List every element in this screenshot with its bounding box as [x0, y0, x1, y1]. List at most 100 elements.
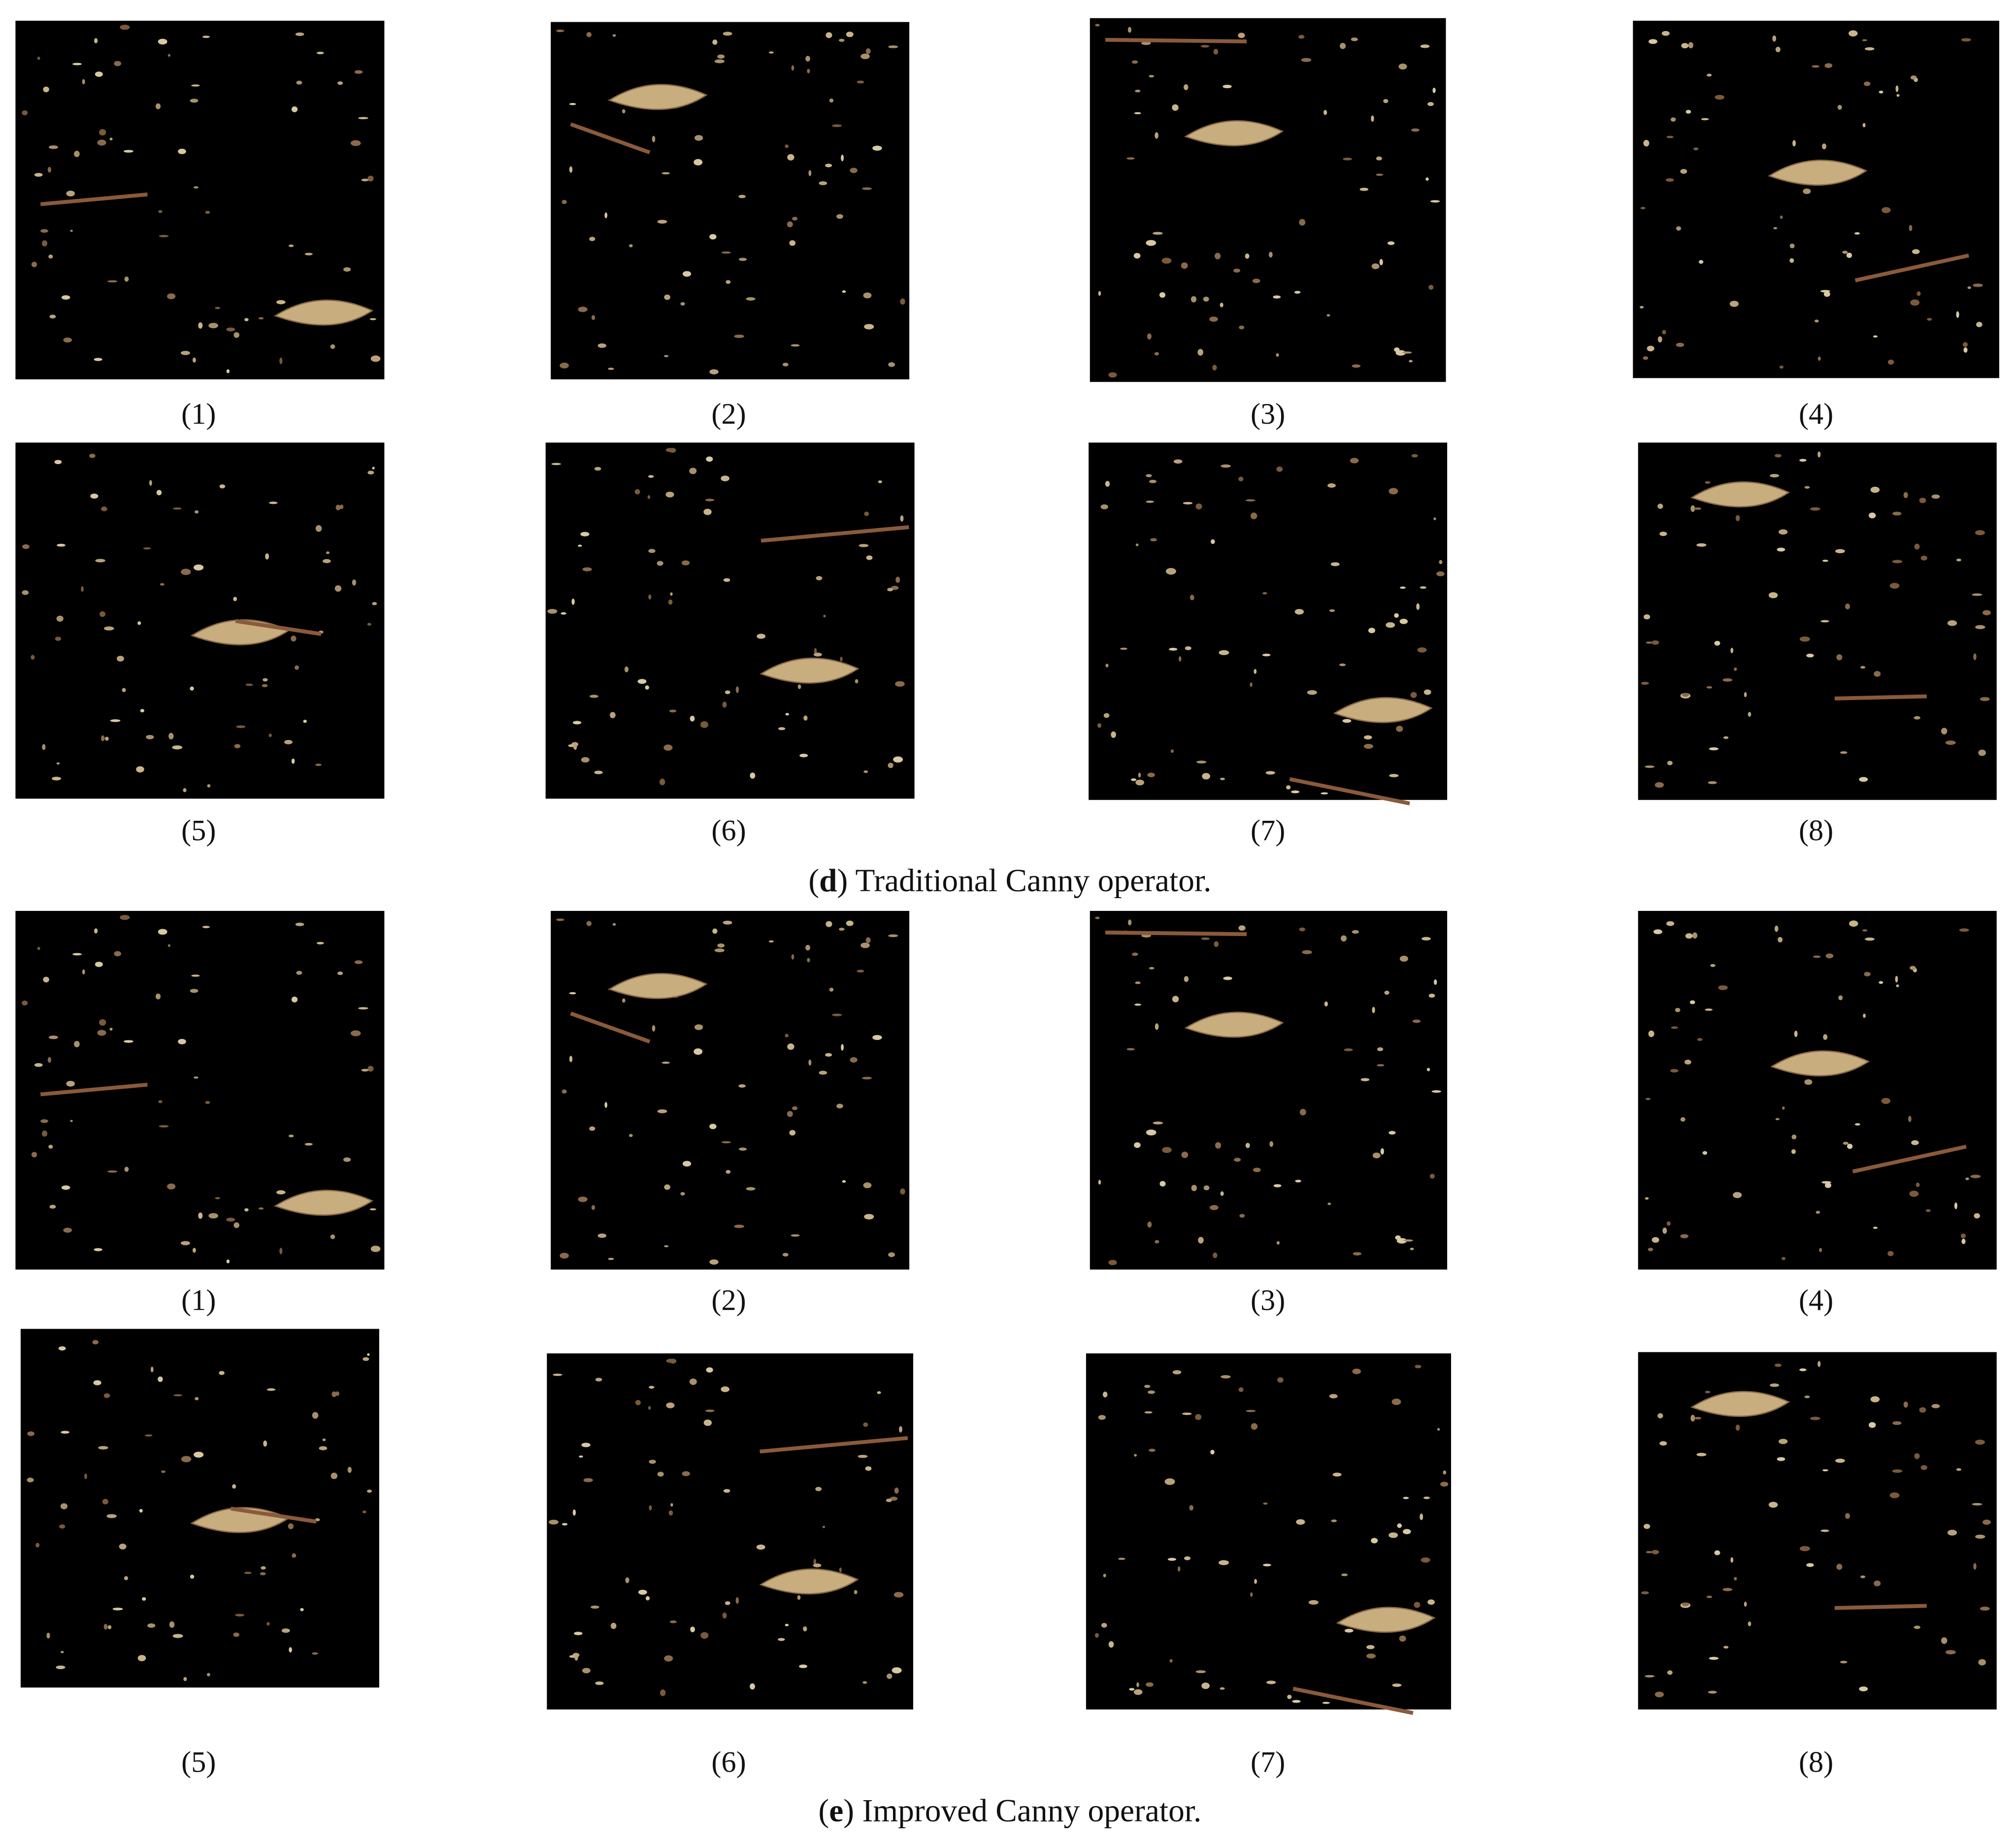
debris — [1212, 365, 1217, 370]
debris — [160, 583, 165, 586]
debris — [665, 448, 675, 452]
debris — [1184, 1556, 1191, 1561]
debris — [1947, 620, 1957, 626]
debris — [104, 626, 114, 631]
image-panel — [1089, 442, 1448, 805]
debris — [1403, 1497, 1409, 1499]
debris — [649, 1459, 656, 1464]
debris — [647, 495, 651, 499]
debris — [872, 145, 882, 151]
debris — [1702, 1151, 1708, 1155]
debris — [562, 1523, 568, 1526]
debris — [1273, 295, 1281, 299]
caption-open: ( — [808, 863, 819, 899]
debris — [59, 1524, 66, 1529]
debris — [258, 1207, 264, 1210]
debris — [158, 1100, 163, 1104]
debris — [1768, 592, 1778, 599]
debris — [1366, 1653, 1376, 1659]
debris — [107, 280, 118, 283]
debris — [1276, 353, 1279, 357]
debris — [1210, 1205, 1219, 1210]
debris — [1689, 1000, 1695, 1005]
debris — [1791, 1149, 1796, 1154]
debris — [560, 363, 569, 369]
debris — [842, 1180, 846, 1183]
debris — [1680, 168, 1687, 174]
debris — [288, 1135, 294, 1138]
debris — [1690, 505, 1695, 512]
debris — [1245, 1142, 1250, 1148]
debris — [198, 322, 203, 329]
debris — [1654, 782, 1664, 788]
debris — [1662, 1227, 1667, 1234]
debris — [841, 154, 844, 162]
debris — [1975, 530, 1985, 536]
debris — [103, 1393, 110, 1398]
debris — [836, 1104, 843, 1108]
debris — [1945, 740, 1956, 745]
debris — [1103, 1574, 1106, 1577]
debris — [370, 355, 381, 362]
debris — [562, 1089, 567, 1094]
debris — [1135, 981, 1141, 984]
debris — [669, 1620, 677, 1623]
debris — [147, 1623, 156, 1628]
debris — [839, 1567, 842, 1573]
debris — [1810, 507, 1820, 511]
debris — [265, 553, 269, 560]
debris — [572, 1509, 576, 1516]
debris — [1859, 777, 1868, 782]
debris — [682, 1471, 690, 1476]
debris — [1412, 1019, 1421, 1023]
debris — [681, 560, 690, 566]
debris — [1804, 1395, 1810, 1399]
debris — [27, 1431, 35, 1436]
debris — [110, 719, 121, 722]
debris — [722, 702, 727, 708]
debris — [1847, 1143, 1853, 1149]
debris — [101, 735, 105, 741]
debris — [326, 551, 330, 554]
debris — [664, 1655, 673, 1662]
stick — [1834, 694, 1927, 701]
debris — [1146, 474, 1152, 477]
debris — [1843, 1141, 1849, 1145]
debris — [99, 1019, 106, 1026]
debris — [1646, 641, 1652, 644]
debris — [1972, 593, 1983, 596]
debris — [1693, 147, 1699, 151]
debris — [1701, 118, 1709, 121]
debris — [74, 1040, 80, 1047]
debris — [1388, 488, 1398, 495]
debris — [1659, 532, 1667, 537]
stick — [1292, 1686, 1414, 1715]
debris — [181, 569, 191, 575]
debris — [1823, 1034, 1828, 1040]
debris — [573, 743, 577, 750]
debris — [1129, 1688, 1135, 1691]
debris — [1254, 1578, 1257, 1584]
debris — [1134, 1454, 1137, 1457]
debris — [757, 634, 766, 639]
debris — [66, 1080, 75, 1087]
panel-label: (5) — [181, 1745, 216, 1778]
debris — [792, 216, 798, 221]
debris — [124, 276, 129, 282]
debris — [839, 38, 845, 42]
debris — [1307, 690, 1317, 695]
debris — [1794, 1031, 1798, 1038]
image-panel — [547, 1353, 914, 1710]
debris — [1299, 927, 1305, 932]
debris — [778, 727, 786, 731]
debris — [1799, 1546, 1810, 1551]
debris — [1791, 1134, 1797, 1140]
debris — [226, 1259, 230, 1264]
debris — [1220, 1191, 1224, 1196]
debris — [37, 57, 40, 60]
stick — [1105, 930, 1247, 937]
debris — [1371, 1538, 1378, 1543]
debris — [1959, 928, 1969, 932]
debris — [1155, 1240, 1159, 1243]
debris — [66, 190, 75, 197]
